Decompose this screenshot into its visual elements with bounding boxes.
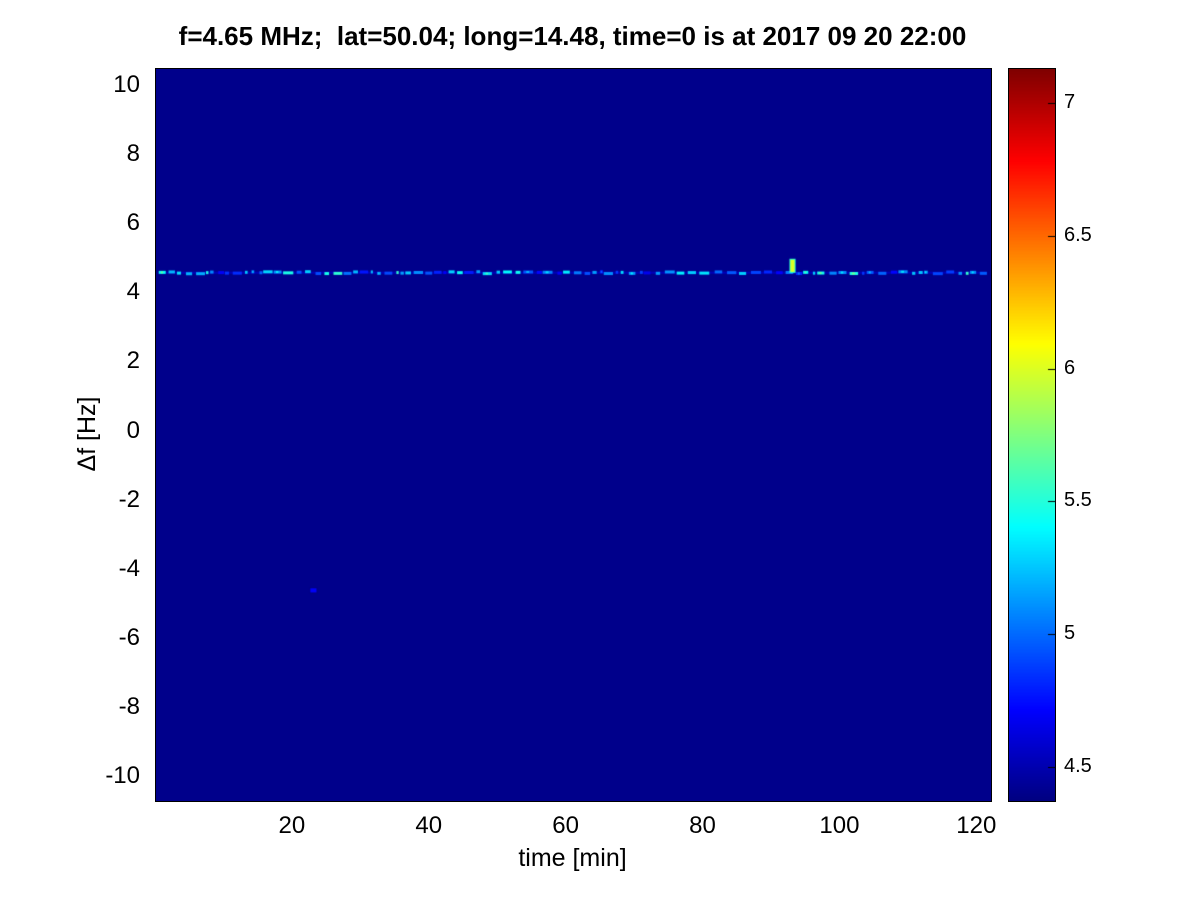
colorbar-tick-label: 7	[1064, 91, 1076, 114]
colorbar-tick-label: 5	[1064, 621, 1076, 644]
colorbar-tick-label: 5.5	[1064, 489, 1092, 512]
x-tick-label: 120	[956, 812, 997, 839]
y-tick-label: 0	[126, 416, 140, 444]
y-tick-label: 2	[126, 347, 140, 375]
x-tick-label: 20	[278, 812, 306, 839]
colorbar-tick-label: 6.5	[1064, 224, 1092, 247]
y-tick-label: -6	[118, 623, 140, 651]
heatmap-canvas	[155, 68, 992, 802]
y-tick-label: -2	[118, 485, 140, 513]
colorbar-tick-label: 4.5	[1064, 754, 1092, 777]
y-tick-label: -4	[118, 554, 140, 582]
colorbar-tick-label: 6	[1064, 356, 1076, 379]
x-tick-label: 40	[415, 812, 443, 839]
y-tick-label: -8	[118, 692, 140, 720]
y-tick-label: 6	[126, 209, 140, 237]
x-tick-label: 100	[819, 812, 860, 839]
y-tick-label: 10	[113, 71, 140, 99]
x-tick-label: 60	[552, 812, 579, 839]
colorbar-gradient	[1008, 68, 1056, 802]
x-axis-label: time [min]	[518, 844, 627, 872]
y-tick-label: -10	[105, 761, 140, 789]
x-tick-label: 80	[689, 812, 716, 839]
y-tick-label: 4	[126, 278, 140, 306]
chart-title: f=4.65 MHz; lat=50.04; long=14.48, time=…	[178, 21, 967, 51]
y-tick-label: 8	[126, 140, 140, 168]
